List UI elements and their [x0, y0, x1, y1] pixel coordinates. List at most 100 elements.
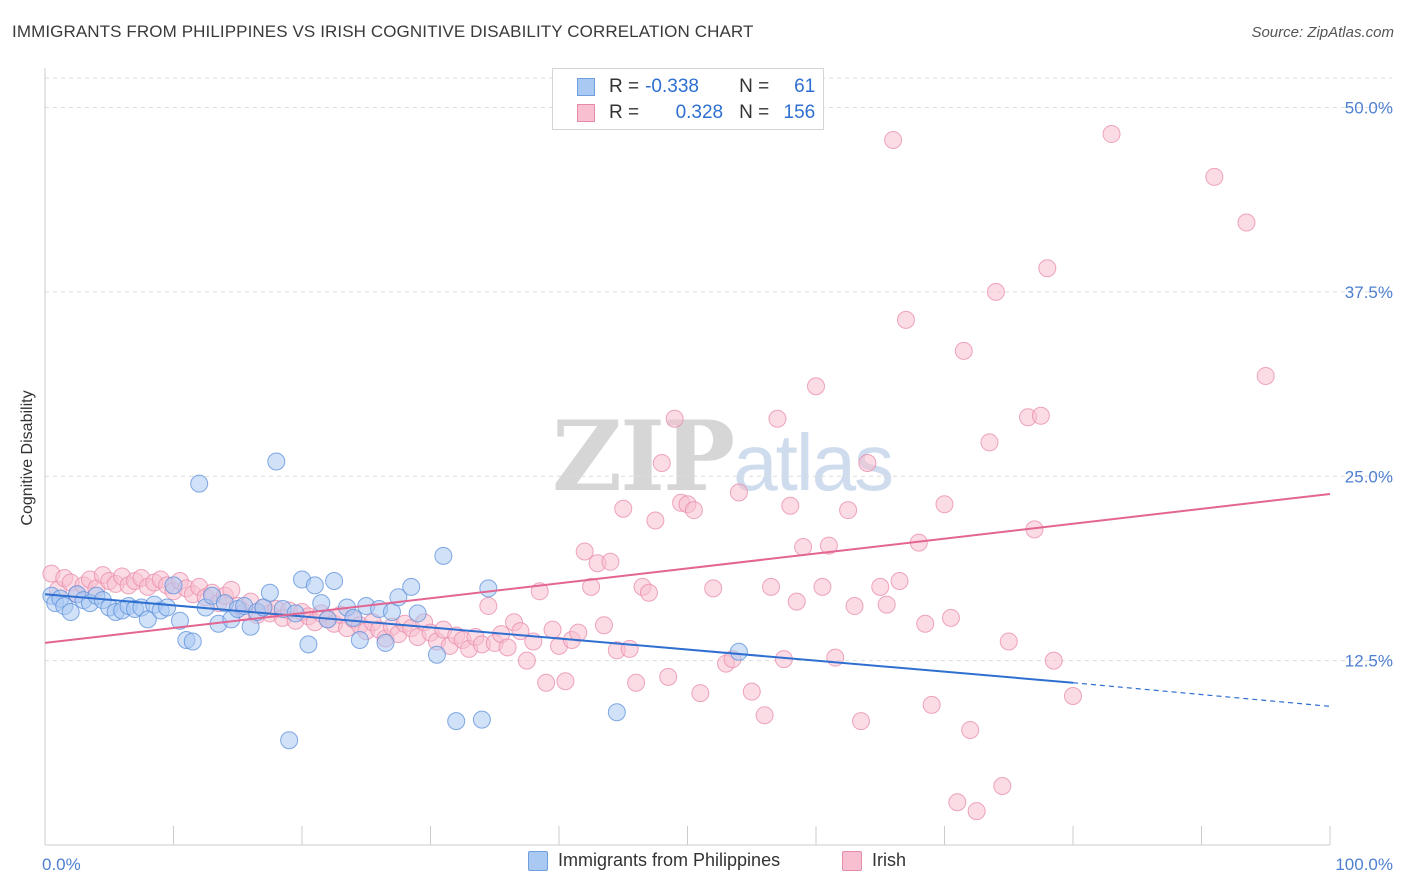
- irish-point: [639, 583, 658, 602]
- irish-point: [762, 577, 781, 596]
- irish-point: [652, 453, 671, 472]
- philippines-point: [427, 645, 446, 664]
- philippines-point: [472, 710, 491, 729]
- legend-r-value: 0.328: [675, 102, 724, 123]
- chart-title: IMMIGRANTS FROM PHILIPPINES VS IRISH COG…: [12, 22, 754, 41]
- philippines-point: [344, 608, 363, 627]
- philippines-point: [305, 576, 324, 595]
- philippines-trend-extension: [1072, 682, 1331, 707]
- irish-point: [729, 483, 748, 502]
- legend-r-key: R =: [609, 76, 640, 97]
- irish-point: [807, 377, 825, 396]
- philippines-point: [183, 632, 202, 651]
- legend-n-value: 156: [783, 102, 816, 123]
- irish-point: [1256, 366, 1275, 385]
- irish-point: [575, 542, 594, 561]
- philippines-point: [190, 474, 209, 493]
- irish-point: [980, 433, 999, 452]
- irish-point: [916, 614, 935, 633]
- irish-point: [537, 673, 556, 692]
- irish-point: [851, 712, 870, 731]
- y-tick-label: 25.0%: [1345, 467, 1393, 486]
- irish-point: [582, 577, 601, 596]
- irish-point: [601, 552, 620, 571]
- irish-point: [961, 720, 980, 739]
- irish-point: [768, 409, 787, 428]
- irish-point: [941, 608, 960, 627]
- philippines-point: [61, 602, 80, 621]
- irish-point: [704, 579, 723, 598]
- philippines-point: [299, 635, 318, 654]
- legend-swatch-irish: [577, 104, 595, 122]
- y-tick-label: 37.5%: [1345, 283, 1393, 302]
- philippines-point: [158, 598, 177, 617]
- irish-point: [884, 130, 903, 149]
- y-tick-label: 50.0%: [1345, 99, 1393, 118]
- irish-point: [896, 310, 915, 329]
- legend-n-value: 61: [794, 76, 816, 97]
- irish-point: [954, 341, 973, 360]
- irish-point: [890, 571, 909, 590]
- legend-n-key: N =: [739, 102, 770, 123]
- x-tick-label: 0.0%: [42, 855, 81, 874]
- irish-point: [948, 793, 967, 812]
- irish-point: [569, 623, 588, 642]
- irish-point: [813, 577, 832, 596]
- stats-legend: R = -0.338 N = 61 R = 0.328 N = 156: [552, 68, 824, 130]
- irish-point: [845, 597, 864, 616]
- philippines-point: [447, 712, 466, 731]
- irish-point: [1044, 651, 1063, 670]
- bottom-legend-swatch-irish: [842, 850, 862, 871]
- irish-point: [691, 684, 710, 703]
- philippines-point: [607, 703, 626, 722]
- irish-point: [517, 651, 536, 670]
- irish-point: [1064, 687, 1082, 706]
- philippines-point: [312, 594, 331, 613]
- irish-point: [620, 639, 639, 658]
- philippines-point: [260, 583, 279, 602]
- bottom-legend-label-philippines: Immigrants from Philippines: [558, 850, 781, 870]
- chart-source: Source: ZipAtlas.com: [1251, 24, 1394, 41]
- irish-point: [993, 777, 1012, 795]
- philippines-point: [170, 611, 189, 630]
- philippines-point: [408, 604, 427, 623]
- irish-point: [646, 511, 665, 530]
- irish-point: [755, 706, 774, 725]
- irish-point: [986, 282, 1005, 301]
- philippines-point: [479, 579, 498, 598]
- irish-point: [479, 597, 498, 616]
- irish-point: [871, 577, 890, 596]
- irish-point: [967, 802, 986, 821]
- irish-point: [819, 536, 838, 555]
- irish-point: [665, 409, 684, 428]
- philippines-point: [267, 452, 286, 471]
- irish-point: [498, 638, 517, 657]
- legend-r-value: -0.338: [645, 76, 699, 97]
- irish-point: [1237, 213, 1256, 232]
- legend-r-key: R =: [609, 102, 640, 123]
- philippines-point: [434, 546, 453, 565]
- legend-n-key: N =: [739, 76, 770, 97]
- philippines-point: [325, 571, 344, 590]
- irish-point: [922, 695, 941, 714]
- irish-point: [594, 616, 613, 635]
- irish-point: [1102, 125, 1121, 144]
- irish-point: [858, 453, 877, 472]
- irish-point: [543, 620, 562, 639]
- irish-point: [794, 538, 813, 557]
- philippines-trend-line: [44, 593, 1074, 684]
- y-tick-label: 12.5%: [1345, 652, 1393, 671]
- bottom-legend-philippines: Immigrants from Philippines: [528, 850, 780, 871]
- philippines-point: [376, 633, 395, 652]
- irish-point: [1031, 406, 1050, 425]
- irish-point: [787, 592, 806, 611]
- philippines-point: [402, 577, 421, 596]
- bottom-legend-swatch-philippines: [528, 850, 548, 871]
- irish-point: [627, 673, 646, 692]
- irish-trend-line: [44, 492, 1331, 644]
- philippines-point: [350, 630, 369, 649]
- legend-row-philippines: R = -0.338 N = 61: [577, 75, 815, 99]
- irish-point: [614, 499, 633, 518]
- irish-point: [999, 632, 1018, 651]
